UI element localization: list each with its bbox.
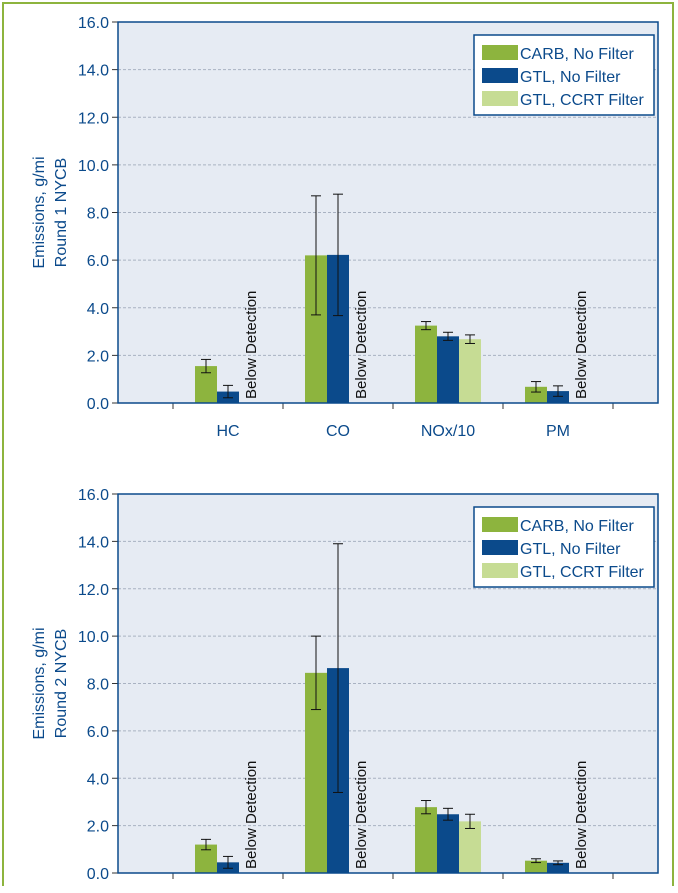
bar (437, 814, 459, 873)
chart-panel-2: 0.0 2.0 4.0 6.0 8.0 10.0 12.0 14.0 16.0 Below Det… (31, 487, 659, 883)
y-tick-label: 12.0 (78, 110, 109, 127)
legend-label: GTL, No Filter (520, 541, 621, 558)
y-tick-label: 8.0 (87, 206, 109, 223)
legend-label: GTL, CCRT Filter (520, 92, 645, 109)
y-tick-label: 14.0 (78, 534, 109, 551)
y-tick-label: 12.0 (78, 582, 109, 599)
y-axis-label: Round 2 NYCB (53, 629, 70, 738)
below-detection-label: Below Detection (573, 291, 590, 399)
y-tick-label: 10.0 (78, 629, 109, 646)
bar (195, 366, 217, 403)
below-detection-label: Below Detection (353, 291, 370, 399)
plot-border (117, 493, 659, 874)
legend-swatch (482, 68, 518, 83)
x-category-label: PM (546, 423, 570, 440)
bar (415, 325, 437, 403)
legend-swatch (482, 517, 518, 532)
below-detection-label: Below Detection (243, 761, 260, 869)
y-tick-label: 16.0 (78, 15, 109, 32)
y-tick-label: 6.0 (87, 253, 109, 270)
plot-border (117, 21, 659, 404)
bar (525, 860, 547, 873)
legend-label: GTL, CCRT Filter (520, 564, 645, 581)
below-detection-label: Below Detection (573, 761, 590, 869)
bar (305, 255, 327, 403)
bar (547, 391, 569, 403)
legend-label: CARB, No Filter (520, 46, 634, 63)
y-axis-label: Emissions, g/mi (31, 627, 48, 739)
legend: CARB, No Filter GTL, No Filter GTL, CCRT F… (473, 506, 655, 588)
x-category-label: HC (216, 423, 239, 440)
chart-svg: 0.0 2.0 4.0 6.0 8.0 10.0 12.0 14.0 16.0 Below Det… (31, 15, 659, 883)
y-tick-label: 10.0 (78, 158, 109, 175)
bar (327, 254, 349, 403)
y-axis-label: Round 1 NYCB (53, 158, 70, 267)
y-tick-label: 8.0 (87, 677, 109, 694)
bar (525, 386, 547, 403)
bar (547, 862, 569, 873)
y-tick-label: 4.0 (87, 771, 109, 788)
legend-swatch (482, 45, 518, 60)
y-tick-label: 14.0 (78, 63, 109, 80)
bar (459, 339, 481, 403)
legend: CARB, No Filter GTL, No Filter GTL, CCRT F… (473, 34, 655, 116)
y-tick-label: 2.0 (87, 819, 109, 836)
legend-label: CARB, No Filter (520, 518, 634, 535)
legend-swatch (482, 91, 518, 106)
legend-swatch (482, 540, 518, 555)
below-detection-label: Below Detection (243, 291, 260, 399)
y-tick-label: 4.0 (87, 301, 109, 318)
bar (195, 844, 217, 873)
bar (415, 807, 437, 873)
x-category-label: NOx/10 (421, 423, 475, 440)
x-category-label: CO (326, 423, 350, 440)
bar (305, 672, 327, 873)
y-tick-label: 0.0 (87, 396, 109, 413)
y-axis-label: Emissions, g/mi (31, 156, 48, 268)
y-tick-label: 0.0 (87, 866, 109, 883)
y-tick-label: 2.0 (87, 348, 109, 365)
y-tick-label: 6.0 (87, 724, 109, 741)
bar (437, 336, 459, 403)
bar (459, 821, 481, 873)
y-tick-label: 16.0 (78, 487, 109, 504)
chart-panel-1: 0.0 2.0 4.0 6.0 8.0 10.0 12.0 14.0 16.0 Below Det… (31, 15, 659, 440)
legend-swatch (482, 563, 518, 578)
below-detection-label: Below Detection (353, 761, 370, 869)
legend-label: GTL, No Filter (520, 69, 621, 86)
